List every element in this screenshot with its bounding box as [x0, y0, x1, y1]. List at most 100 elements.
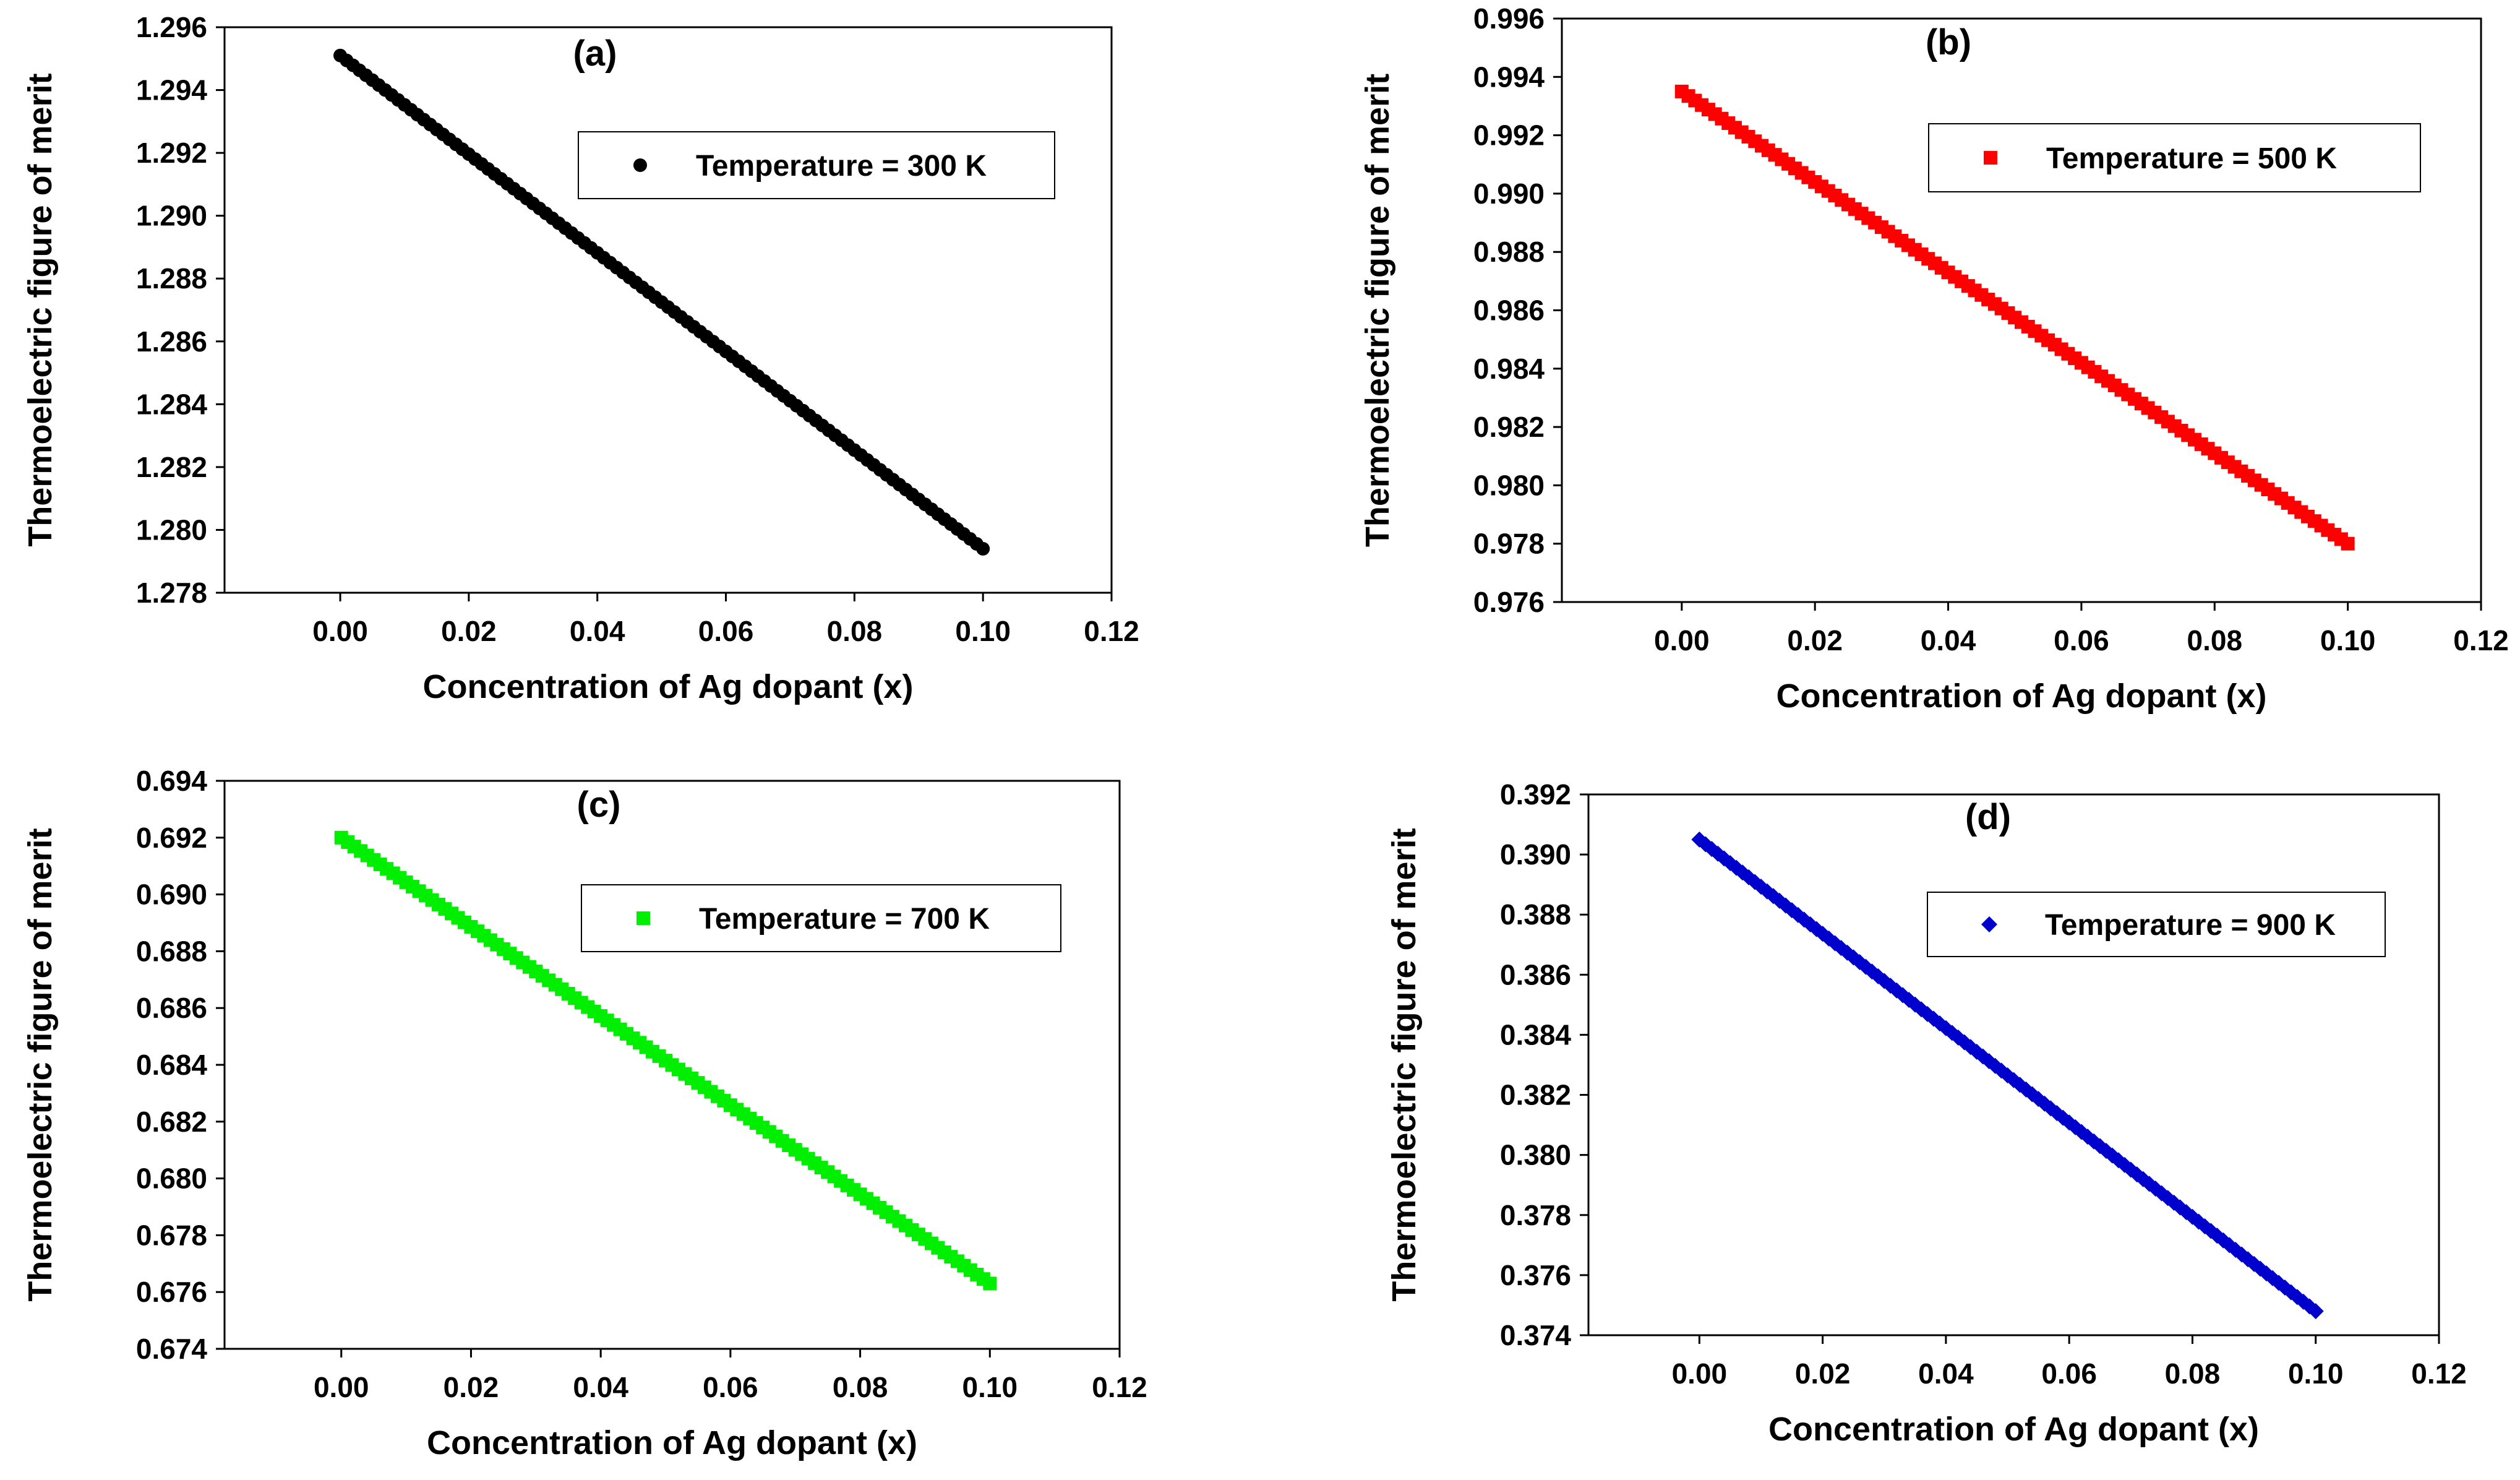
y-tick-label: 0.976	[1473, 586, 1545, 618]
x-tick-label: 0.02	[441, 615, 497, 647]
legend-label: Temperature = 500 K	[2046, 142, 2337, 175]
panel-1: 1.278 1.280 1.282 1.284 1.286 1.288 1.290 1.292…	[22, 11, 1139, 705]
panel-label: (c)	[577, 785, 621, 825]
legend-box	[1927, 892, 2386, 957]
legend-marker	[1981, 916, 1997, 932]
x-tick-label: 0.04	[1918, 1357, 1974, 1390]
y-tick-label: 0.688	[136, 935, 207, 967]
x-axis-title: Concentration of Ag dopant (x)	[1776, 678, 2267, 715]
panel-3: 0.674 0.676 0.678 0.680 0.682 0.684 0.686 0.688…	[22, 765, 1147, 1461]
x-tick-label: 0.06	[703, 1371, 758, 1403]
legend-label: Temperature = 900 K	[2045, 909, 2336, 942]
y-tick-label: 0.992	[1473, 119, 1545, 152]
y-tick-label: 0.680	[136, 1163, 207, 1195]
legend-marker	[636, 911, 650, 925]
legend-box	[1928, 123, 2421, 192]
x-tick-label: 0.12	[1084, 615, 1139, 647]
x-axis-title: Concentration of Ag dopant (x)	[423, 668, 914, 705]
legend-marker	[1984, 151, 1997, 165]
y-tick-label: 1.286	[136, 325, 207, 358]
x-tick-label: 0.00	[312, 615, 368, 647]
y-tick-label: 0.380	[1500, 1139, 1571, 1171]
legend: Temperature = 500 K	[1928, 123, 2421, 192]
legend-marker	[633, 158, 647, 172]
plot-frame	[223, 26, 1113, 594]
x-tick-label: 0.08	[2187, 624, 2243, 656]
x-tick-label: 0.04	[1921, 624, 1976, 656]
legend-label: Temperature = 700 K	[699, 903, 990, 936]
y-tick-label: 0.986	[1473, 295, 1545, 327]
y-tick-label: 1.294	[136, 74, 208, 106]
panel-label: (b)	[1926, 22, 1971, 62]
x-tick-label: 0.02	[444, 1371, 499, 1403]
y-axis-title: Thermoelectric figure of merit	[22, 73, 59, 546]
legend: Temperature = 700 K	[581, 884, 1061, 952]
y-tick-label: 1.288	[136, 262, 207, 295]
y-tick-label: 1.290	[136, 200, 207, 232]
y-tick-label: 1.282	[136, 451, 207, 483]
y-tick-label: 0.374	[1500, 1319, 1572, 1351]
x-tick-label: 0.10	[2320, 624, 2376, 656]
y-axis-title: Thermoelectric figure of merit	[22, 828, 59, 1301]
x-tick-label: 0.00	[314, 1371, 369, 1403]
y-tick-label: 1.284	[136, 388, 208, 420]
y-tick-label: 0.682	[136, 1106, 207, 1138]
x-tick-label: 0.00	[1672, 1357, 1728, 1390]
x-tick-label: 0.08	[2165, 1357, 2221, 1390]
y-tick-label: 0.978	[1473, 528, 1545, 560]
y-tick-label: 0.990	[1473, 178, 1545, 210]
x-tick-label: 0.12	[2411, 1357, 2467, 1390]
x-axis-title: Concentration of Ag dopant (x)	[427, 1424, 917, 1461]
y-tick-label: 0.692	[136, 822, 207, 854]
y-tick-label: 1.280	[136, 514, 207, 546]
panel-label: (d)	[1965, 797, 2011, 837]
x-tick-label: 0.06	[698, 615, 754, 647]
y-axis-title: Thermoelectric figure of merit	[1386, 828, 1423, 1301]
panel-2: 0.976 0.978 0.980 0.982 0.984 0.986 0.988 0.990…	[1359, 2, 2509, 715]
data-series	[1691, 831, 2324, 1320]
y-tick-label: 0.392	[1500, 778, 1571, 811]
y-tick-label: 0.996	[1473, 2, 1545, 35]
y-tick-label: 0.382	[1500, 1079, 1571, 1111]
x-tick-label: 0.08	[827, 615, 883, 647]
x-tick-label: 0.08	[833, 1371, 888, 1403]
x-tick-label: 0.06	[2041, 1357, 2097, 1390]
y-tick-label: 0.982	[1473, 411, 1545, 443]
y-axis-title: Thermoelectric figure of merit	[1359, 74, 1396, 547]
y-tick-label: 0.376	[1500, 1259, 1571, 1291]
x-tick-label: 0.10	[962, 1371, 1018, 1403]
panel-4: 0.374 0.376 0.378 0.380 0.382 0.384 0.386 0.388…	[1386, 778, 2467, 1448]
legend-box	[581, 884, 1061, 952]
y-tick-label: 0.378	[1500, 1199, 1571, 1231]
x-tick-label: 0.10	[955, 615, 1011, 647]
data-point	[983, 1276, 997, 1291]
legend-label: Temperature = 300 K	[696, 150, 987, 183]
x-tick-label: 0.10	[2288, 1357, 2344, 1390]
y-tick-label: 0.678	[136, 1219, 207, 1251]
data-point	[976, 541, 990, 556]
y-tick-label: 0.690	[136, 879, 207, 911]
panel-label: (a)	[573, 33, 617, 74]
y-tick-label: 0.388	[1500, 898, 1571, 931]
legend: Temperature = 300 K	[578, 131, 1055, 199]
y-tick-label: 1.292	[136, 137, 207, 169]
y-tick-label: 0.686	[136, 992, 207, 1024]
y-tick-label: 0.676	[136, 1276, 207, 1308]
data-point	[2307, 1303, 2324, 1320]
x-tick-label: 0.04	[573, 1371, 628, 1403]
y-tick-label: 0.984	[1473, 353, 1545, 385]
y-tick-label: 0.980	[1473, 469, 1545, 501]
y-tick-label: 0.988	[1473, 236, 1545, 268]
x-axis-title: Concentration of Ag dopant (x)	[1768, 1411, 2259, 1448]
y-tick-label: 0.674	[136, 1333, 208, 1365]
y-tick-label: 1.278	[136, 577, 207, 609]
data-point	[2341, 536, 2355, 551]
y-tick-label: 0.684	[136, 1049, 208, 1081]
y-tick-label: 0.994	[1473, 61, 1545, 93]
x-tick-label: 0.06	[2054, 624, 2109, 656]
y-tick-label: 1.296	[136, 11, 207, 43]
x-tick-label: 0.00	[1654, 624, 1710, 656]
x-tick-label: 0.02	[1795, 1357, 1851, 1390]
x-tick-label: 0.12	[2453, 624, 2509, 656]
